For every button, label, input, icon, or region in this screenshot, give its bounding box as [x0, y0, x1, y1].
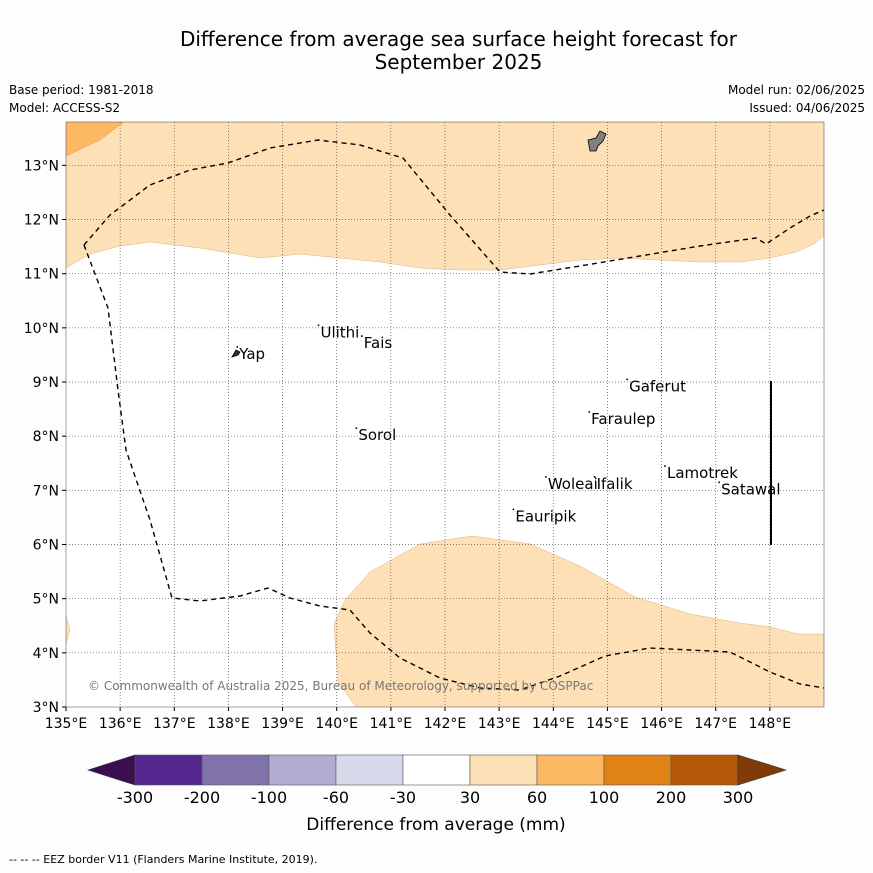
- place-label-ulithi: Ulithi: [320, 323, 359, 341]
- colorbar-tick-label: -200: [184, 788, 220, 807]
- lon-tick-label: 144°E: [532, 716, 575, 732]
- lon-tick-label: 140°E: [315, 716, 358, 732]
- colorbar-segment: [402, 754, 471, 786]
- lon-tick-label: 146°E: [640, 716, 683, 732]
- guam-island: [587, 130, 607, 152]
- colorbar-segment: [335, 754, 404, 786]
- graticule: [66, 122, 824, 707]
- colorbar-tick-label: -60: [323, 788, 349, 807]
- atoll-marker: [626, 378, 628, 381]
- colorbar-segment: [603, 754, 672, 786]
- atoll-marker: [512, 508, 515, 511]
- map-axes: 135°E 136°E 137°E 138°E 139°E 140°E 141°E 142°E…: [24, 158, 791, 732]
- atoll-marker: [236, 346, 239, 348]
- lat-tick-label: 5°N: [33, 592, 59, 608]
- lon-tick-label: 145°E: [586, 716, 629, 732]
- place-label-gaferut: Gaferut: [629, 377, 686, 395]
- atoll-marker: [355, 427, 358, 430]
- map-title: Difference from average sea surface heig…: [0, 28, 873, 74]
- colorbar-tick-label: -300: [117, 788, 153, 807]
- atoll-marker: [317, 324, 320, 327]
- colorbar-tick-label: 30: [460, 788, 480, 807]
- lon-tick-label: 142°E: [424, 716, 467, 732]
- yap-island: [231, 349, 241, 358]
- meta-left: Base period: 1981-2018 Model: ACCESS-S2: [9, 81, 154, 117]
- lat-tick-label: 8°N: [33, 429, 59, 445]
- lon-tick-label: 137°E: [153, 716, 196, 732]
- eez-border-north: [83, 139, 824, 275]
- lat-tick-label: 3°N: [33, 700, 59, 716]
- colorbar-tick-label: -100: [251, 788, 287, 807]
- corner-anomaly-patch: [66, 122, 125, 157]
- lon-tick-label: 138°E: [207, 716, 250, 732]
- lat-tick-label: 9°N: [33, 375, 59, 391]
- model-name: Model: ACCESS-S2: [9, 101, 121, 115]
- atoll-marker: [360, 335, 363, 337]
- place-label-satawal: Satawal: [721, 480, 780, 498]
- lon-tick-label: 135°E: [45, 716, 88, 732]
- eez-border-south: [83, 244, 824, 691]
- atoll-marker: [664, 465, 666, 467]
- colorbar-tick-label: 60: [527, 788, 547, 807]
- lon-tick-label: 143°E: [478, 716, 521, 732]
- colorbar-segment: [536, 754, 605, 786]
- lat-tick-label: 6°N: [33, 538, 59, 554]
- southern-anomaly-band: [333, 535, 824, 707]
- colorbar-tick-label: -30: [390, 788, 416, 807]
- atoll-marker: [588, 411, 591, 413]
- atoll-marker: [718, 481, 721, 484]
- lat-tick-label: 11°N: [24, 267, 59, 283]
- copyright-notice: © Commonwealth of Australia 2025, Bureau…: [88, 679, 593, 693]
- lon-tick-label: 139°E: [261, 716, 304, 732]
- lat-tick-label: 10°N: [24, 321, 59, 337]
- lat-tick-label: 12°N: [24, 213, 59, 229]
- lon-tick-label: 136°E: [99, 716, 142, 732]
- place-label-lamotrek: Lamotrek: [667, 464, 738, 482]
- colorbar-tick-label: 300: [723, 788, 754, 807]
- lat-tick-label: 7°N: [33, 483, 59, 499]
- west-edge-anomaly: [66, 615, 71, 645]
- lon-tick-label: 147°E: [694, 716, 737, 732]
- place-label-ifalik: Ifalik: [597, 475, 633, 493]
- northern-anomaly-band: [66, 122, 824, 271]
- issued-date: Issued: 04/06/2025: [749, 101, 865, 115]
- colorbar-segment: [268, 754, 337, 786]
- colorbar-label: Difference from average (mm): [306, 815, 565, 835]
- colorbar-segment: [134, 754, 203, 786]
- title-line-2: September 2025: [374, 50, 543, 74]
- colorbar-extend-low: [87, 754, 136, 786]
- place-label-fais: Fais: [364, 334, 393, 352]
- atoll-marker: [544, 476, 547, 478]
- model-run: Model run: 02/06/2025: [727, 83, 865, 97]
- lon-tick-label: 141°E: [370, 716, 413, 732]
- map-plot: Yap Ulithi Fais Sorol Gaferut Faraulep WoleaiI…: [66, 122, 824, 707]
- colorbar-segment: [670, 754, 739, 786]
- lat-tick-label: 4°N: [33, 646, 59, 662]
- title-line-1: Difference from average sea surface heig…: [179, 27, 738, 51]
- colorbar: -300 -200 -100 -60 -30 30 60 100 200 300: [87, 754, 788, 807]
- place-label-woleai: Woleai: [548, 475, 598, 493]
- lon-tick-label: 148°E: [749, 716, 792, 732]
- place-label-faraulep: Faraulep: [591, 410, 655, 428]
- colorbar-tick-label: 100: [589, 788, 620, 807]
- colorbar-extend-high: [737, 754, 788, 786]
- atoll-marker: [593, 476, 596, 478]
- colorbar-tick-label: 200: [656, 788, 687, 807]
- base-period: Base period: 1981-2018: [9, 83, 154, 97]
- meta-right: Model run: 02/06/2025 Issued: 04/06/2025: [728, 81, 865, 117]
- place-labels: Yap Ulithi Fais Sorol Gaferut Faraulep WoleaiI…: [236, 323, 781, 525]
- place-label-eauripik: Eauripik: [515, 507, 576, 525]
- lat-tick-label: 13°N: [24, 158, 59, 174]
- eez-footnote: -- -- -- EEZ border V11 (Flanders Marine…: [9, 853, 318, 866]
- colorbar-segment: [469, 754, 538, 786]
- place-label-sorol: Sorol: [358, 426, 396, 444]
- colorbar-segment: [201, 754, 270, 786]
- place-label-yap: Yap: [238, 345, 265, 363]
